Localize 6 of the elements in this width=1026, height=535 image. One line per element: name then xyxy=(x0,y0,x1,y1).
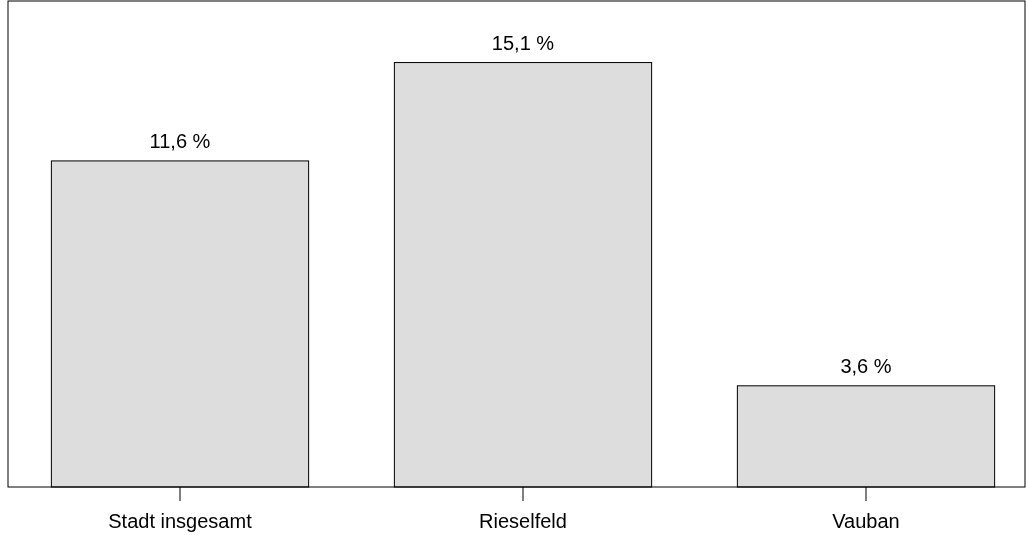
x-tick-label: Rieselfeld xyxy=(479,510,567,532)
data-label: 11,6 % xyxy=(149,129,211,152)
data-label: 3,6 % xyxy=(840,354,892,377)
data-label: 15,1 % xyxy=(491,31,555,54)
x-tick-label: Vauban xyxy=(832,510,900,532)
x-tick-label: Stadt insgesamt xyxy=(108,510,253,532)
